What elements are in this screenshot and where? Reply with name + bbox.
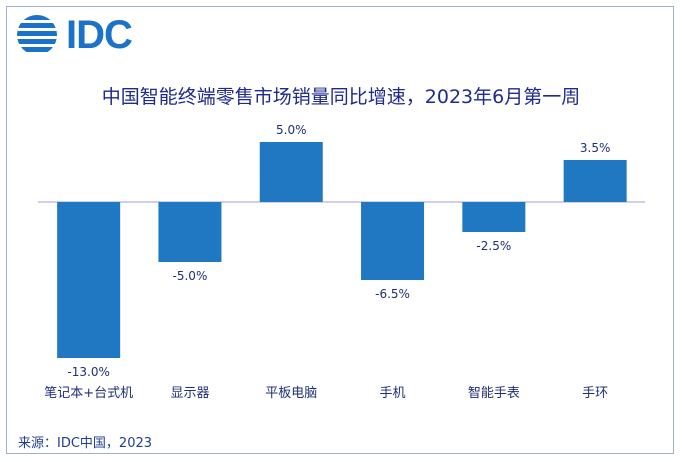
bar-4: [361, 202, 425, 280]
category-label-4: 手机: [380, 386, 406, 401]
globe-icon: [17, 15, 57, 52]
category-label-6: 手环: [582, 386, 608, 401]
bar-3: [259, 142, 323, 202]
data-label-1: -13.0%: [67, 365, 109, 379]
category-label-5: 智能手表: [468, 386, 520, 401]
data-label-3: 5.0%: [276, 123, 307, 137]
bar-1: [57, 202, 121, 358]
category-label-3: 平板电脑: [265, 386, 317, 401]
bar-2: [158, 202, 222, 262]
source-note: 来源：IDC中国，2023: [18, 436, 153, 451]
data-label-2: -5.0%: [173, 269, 208, 283]
bar-5: [462, 202, 526, 232]
data-label-6: 3.5%: [580, 141, 611, 155]
idc-logo: IDC: [16, 13, 133, 57]
chart-title: 中国智能终端零售市场销量同比增速，2023年6月第一周: [101, 86, 581, 108]
category-label-1: 笔记本+台式机: [44, 385, 133, 401]
category-label-2: 显示器: [170, 386, 209, 401]
data-label-4: -6.5%: [375, 287, 410, 301]
logo-text: IDC: [66, 13, 133, 57]
bar-6: [563, 160, 627, 202]
data-label-5: -2.5%: [476, 239, 511, 253]
